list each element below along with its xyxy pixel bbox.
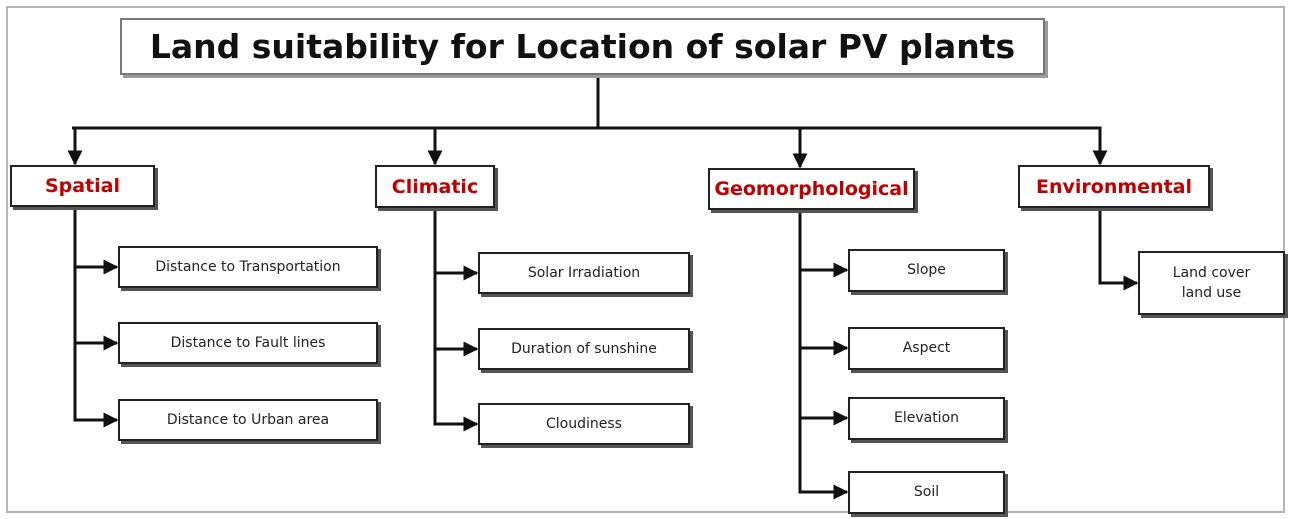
item-box: Elevation: [848, 396, 1005, 440]
item-box: Distance to Fault lines: [118, 322, 378, 364]
item-box: Cloudiness: [478, 403, 690, 445]
item-box: Duration of sunshine: [478, 328, 690, 370]
item-box: Soil: [848, 470, 1005, 514]
item-box: Solar Irradiation: [478, 252, 690, 294]
title: Land suitability for Location of solar P…: [120, 18, 1045, 75]
item-box: Distance to Transportation: [118, 246, 378, 288]
item-box: Slope: [848, 248, 1005, 292]
item-box: Aspect: [848, 326, 1005, 370]
category-box: Climatic: [375, 165, 495, 208]
category-box: Spatial: [10, 165, 155, 207]
category-box: Geomorphological: [708, 168, 915, 210]
item-box: Land cover land use: [1138, 251, 1285, 315]
item-box: Distance to Urban area: [118, 399, 378, 441]
category-box: Environmental: [1018, 165, 1210, 208]
